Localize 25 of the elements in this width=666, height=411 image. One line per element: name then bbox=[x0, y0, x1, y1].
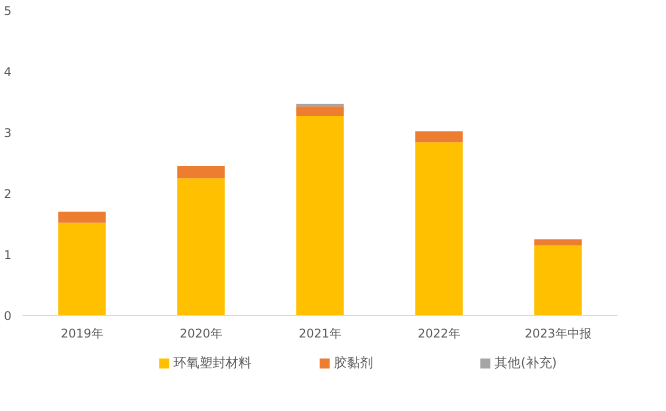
y-tick-label: 4 bbox=[4, 65, 12, 79]
bar bbox=[58, 212, 106, 223]
bar bbox=[296, 104, 344, 106]
bar bbox=[177, 166, 225, 178]
x-tick-label: 2019年 bbox=[60, 326, 104, 340]
y-tick-label: 3 bbox=[4, 126, 12, 140]
y-tick-label: 0 bbox=[4, 309, 12, 323]
x-tick-label: 2021年 bbox=[298, 326, 342, 340]
x-tick-label: 2022年 bbox=[418, 326, 460, 340]
bar bbox=[534, 245, 582, 316]
x-tick-label: 2020年 bbox=[180, 326, 222, 340]
y-tick-label: 1 bbox=[4, 248, 12, 262]
x-tick-label: 2023年中报 bbox=[524, 326, 592, 340]
legend-label: 其他(补充) bbox=[494, 356, 557, 371]
legend-label: 环氧塑封材料 bbox=[174, 355, 252, 371]
bar bbox=[296, 106, 344, 116]
bar bbox=[534, 239, 582, 246]
y-tick-label: 2 bbox=[4, 187, 12, 201]
bar bbox=[415, 142, 463, 316]
bar bbox=[58, 222, 106, 316]
legend-label: 胶黏剂 bbox=[334, 355, 374, 371]
bar bbox=[177, 178, 225, 316]
bar bbox=[296, 116, 344, 316]
bar bbox=[415, 131, 463, 142]
y-tick-label: 5 bbox=[4, 4, 12, 18]
